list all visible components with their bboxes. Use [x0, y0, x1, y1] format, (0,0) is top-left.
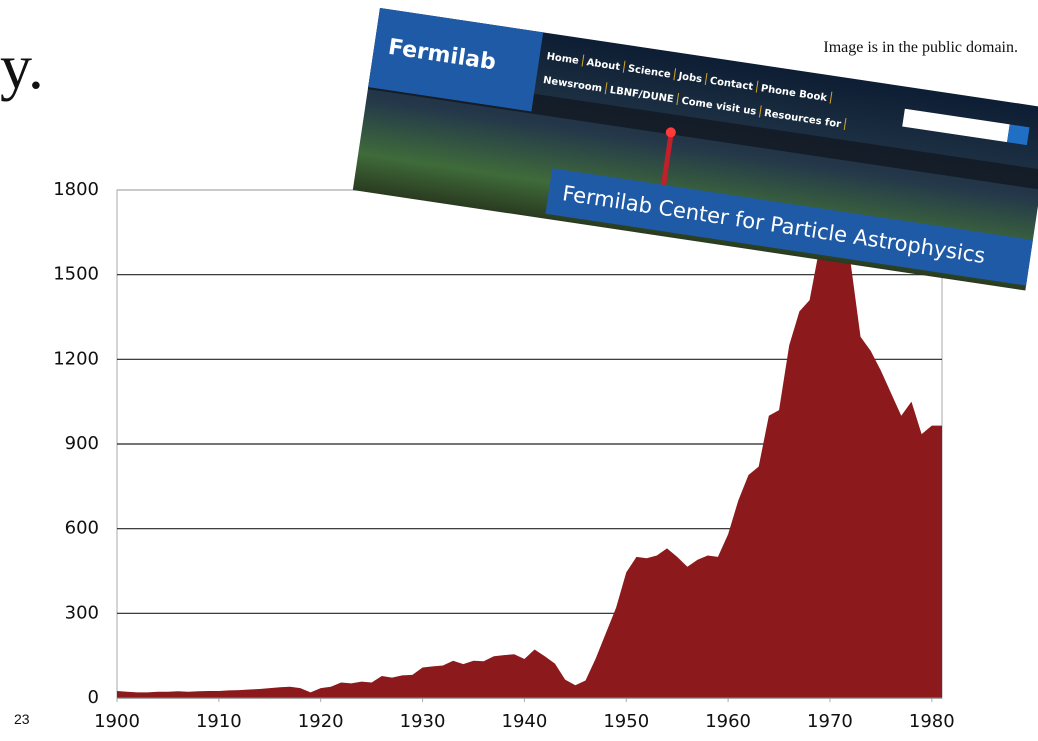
slide-title-fragment: y. [0, 31, 44, 102]
x-tick-label: 1920 [298, 711, 344, 732]
page-number: 23 [14, 711, 30, 727]
y-tick-label: 900 [65, 433, 99, 454]
x-tick-label: 1940 [502, 711, 548, 732]
y-tick-label: 600 [65, 518, 99, 539]
image-credit: Image is in the public domain. [823, 39, 1018, 56]
chart: 0 300 600 900 1200 1500 1800 1900 1910 1920 1930 19… [53, 179, 955, 732]
y-tick-label: 0 [88, 687, 99, 708]
y-tick-label: 1500 [53, 264, 99, 285]
x-tick-label: 1970 [807, 711, 853, 732]
slide: y. 23 0 300 600 900 1200 1500 1800 1900 1910 1920… [0, 0, 1038, 741]
search-button[interactable] [1007, 124, 1029, 145]
x-tick-label: 1900 [94, 711, 140, 732]
y-tick-label: 1800 [53, 179, 99, 200]
x-tick-label: 1960 [705, 711, 751, 732]
x-tick-label: 1980 [909, 711, 955, 732]
y-tick-label: 1200 [53, 348, 99, 369]
x-tick-label: 1930 [400, 711, 446, 732]
x-tick-label: 1910 [196, 711, 242, 732]
x-tick-label: 1950 [603, 711, 649, 732]
y-tick-label: 300 [65, 602, 99, 623]
